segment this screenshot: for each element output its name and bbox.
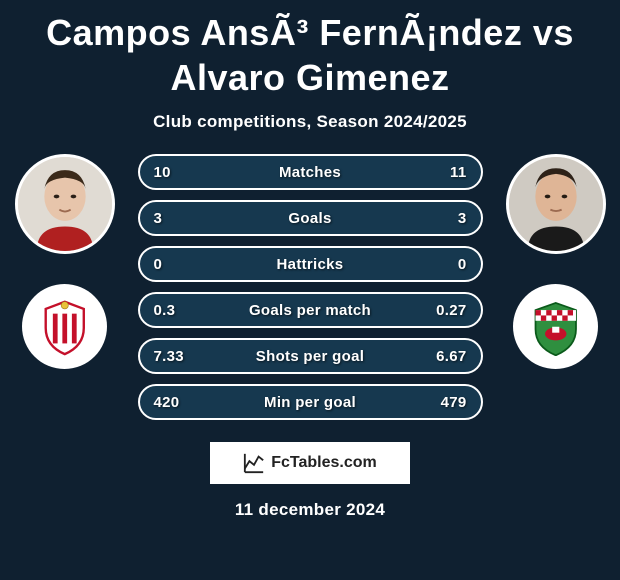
stat-right-value: 11	[450, 156, 466, 188]
brand-text: FcTables.com	[271, 454, 377, 472]
stat-left-value: 7.33	[154, 340, 184, 372]
stat-row-goals: 3 Goals 3	[138, 200, 483, 236]
stat-label: Shots per goal	[140, 348, 481, 365]
date-label: 11 december 2024	[235, 500, 385, 520]
stat-left-value: 3	[154, 202, 163, 234]
stat-left-value: 420	[154, 386, 180, 418]
stat-left-value: 0	[154, 248, 163, 280]
footer: FcTables.com 11 december 2024	[210, 442, 410, 520]
stat-row-hattricks: 0 Hattricks 0	[138, 246, 483, 282]
club-right-badge	[513, 284, 598, 369]
stat-label: Matches	[140, 164, 481, 181]
stats-table: 10 Matches 11 3 Goals 3 0 Hattricks 0 0.…	[138, 154, 483, 420]
stat-label: Goals per match	[140, 302, 481, 319]
stat-left-value: 10	[154, 156, 171, 188]
main-row: 10 Matches 11 3 Goals 3 0 Hattricks 0 0.…	[0, 154, 620, 420]
stat-right-value: 3	[458, 202, 467, 234]
left-column	[10, 154, 120, 369]
stat-row-matches: 10 Matches 11	[138, 154, 483, 190]
club-left-badge	[22, 284, 107, 369]
right-column	[501, 154, 611, 369]
stat-left-value: 0.3	[154, 294, 176, 326]
stat-row-shots-per-goal: 7.33 Shots per goal 6.67	[138, 338, 483, 374]
stat-right-value: 0	[458, 248, 467, 280]
brand-link[interactable]: FcTables.com	[210, 442, 410, 484]
stat-row-goals-per-match: 0.3 Goals per match 0.27	[138, 292, 483, 328]
player-left-avatar-icon	[18, 157, 112, 251]
stat-right-value: 6.67	[436, 340, 466, 372]
stat-label: Min per goal	[140, 394, 481, 411]
stat-label: Goals	[140, 210, 481, 227]
player-right-avatar	[506, 154, 606, 254]
club-right-badge-icon	[526, 297, 586, 357]
stat-right-value: 0.27	[436, 294, 466, 326]
comparison-card: Campos AnsÃ³ FernÃ¡ndez vs Alvaro Gimene…	[0, 0, 620, 580]
stat-right-value: 479	[441, 386, 467, 418]
stat-row-min-per-goal: 420 Min per goal 479	[138, 384, 483, 420]
subtitle: Club competitions, Season 2024/2025	[153, 112, 467, 132]
stat-label: Hattricks	[140, 256, 481, 273]
player-right-avatar-icon	[509, 157, 603, 251]
chart-icon	[243, 452, 265, 474]
player-left-avatar	[15, 154, 115, 254]
club-left-badge-icon	[35, 297, 95, 357]
page-title: Campos AnsÃ³ FernÃ¡ndez vs Alvaro Gimene…	[0, 10, 620, 100]
